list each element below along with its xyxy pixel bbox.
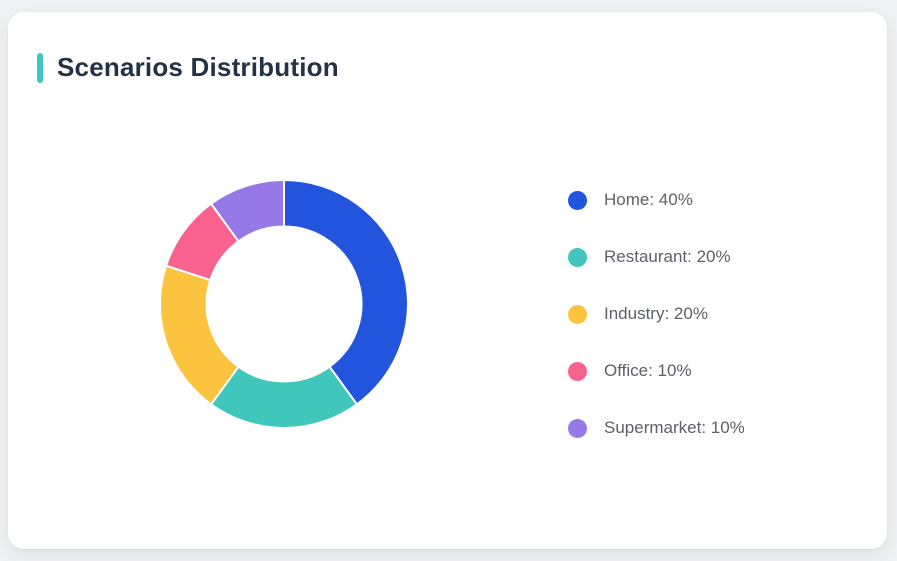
legend-label: Home: 40% xyxy=(604,190,693,209)
donut-slice-industry[interactable] xyxy=(159,264,240,406)
legend-item-industry[interactable]: Industry: 20% xyxy=(568,304,745,324)
donut-slice-supermarket[interactable] xyxy=(210,179,285,243)
legend-label: Supermarket: 10% xyxy=(604,418,745,437)
donut-chart[interactable] xyxy=(154,174,414,434)
legend-label: Office: 10% xyxy=(604,361,692,380)
legend-label: Industry: 20% xyxy=(604,304,708,323)
card-header: Scenarios Distribution xyxy=(37,52,339,83)
legend-dot-restaurant xyxy=(568,247,587,267)
legend-item-office[interactable]: Office: 10% xyxy=(568,361,745,381)
donut-slice-home[interactable] xyxy=(283,179,409,406)
legend-dot-industry xyxy=(568,304,587,324)
legend-item-home[interactable]: Home: 40% xyxy=(568,190,745,210)
legend-dot-office xyxy=(568,361,587,381)
scenarios-distribution-card: Scenarios Distribution Home: 40% Restaura… xyxy=(8,12,887,549)
chart-legend: Home: 40% Restaurant: 20% Industry: 20% Off… xyxy=(568,190,745,438)
legend-dot-home xyxy=(568,190,587,210)
card-title: Scenarios Distribution xyxy=(57,52,339,83)
title-accent-bar xyxy=(37,53,43,83)
legend-label: Restaurant: 20% xyxy=(604,247,731,266)
legend-dot-supermarket xyxy=(568,418,587,438)
legend-item-supermarket[interactable]: Supermarket: 10% xyxy=(568,418,745,438)
legend-item-restaurant[interactable]: Restaurant: 20% xyxy=(568,247,745,267)
